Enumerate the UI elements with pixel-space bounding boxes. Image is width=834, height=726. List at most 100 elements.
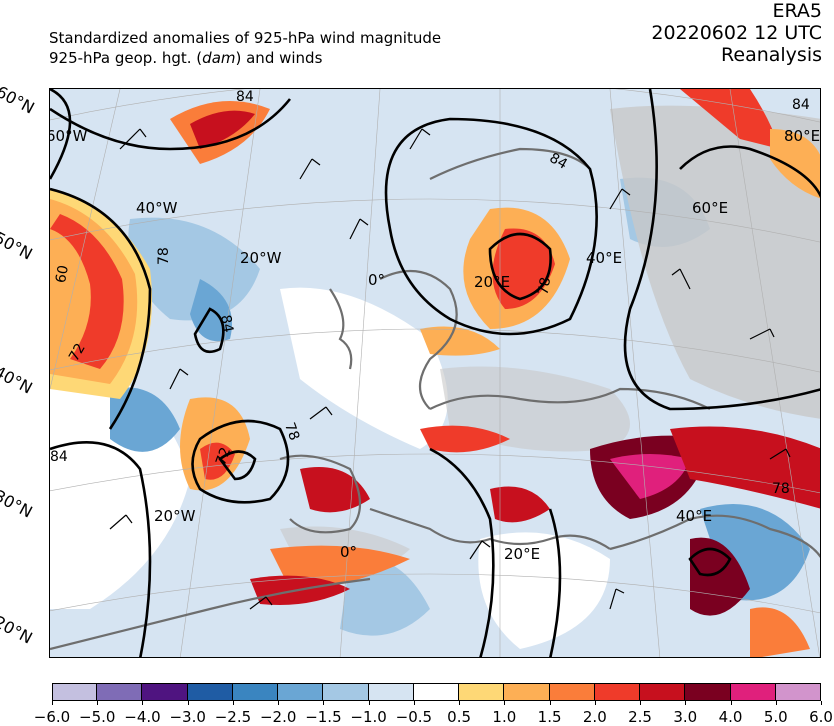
colorbar-tick-mark: [232, 701, 234, 705]
colorbar-swatch: [278, 683, 324, 701]
datetime-label: 20220602 12 UTC: [651, 22, 822, 44]
colorbar-tick-mark: [459, 701, 461, 705]
colorbar-tick-mark: [821, 701, 822, 705]
lon-label: 40°E: [676, 507, 712, 525]
colorbar-tick-label: 2.5: [628, 708, 652, 726]
colorbar-swatch: [323, 683, 369, 701]
contour-labels: 84 60 72 84 78 84 72 78 78 84 78 84: [50, 89, 810, 497]
title-line-1: Standardized anomalies of 925-hPa wind m…: [49, 29, 442, 47]
colorbar-tick-mark: [640, 701, 642, 705]
colorbar-tick-label: −4.0: [124, 708, 161, 726]
colorbar: [52, 683, 821, 701]
land-central: [440, 366, 630, 452]
colorbar-tick-mark: [504, 701, 506, 705]
colorbar-tick-mark: [52, 701, 53, 705]
lon-labels: 60°W 40°W 20°W 0° 20°E 40°E 60°E 80°E 20…: [50, 127, 820, 563]
colorbar-tick-label: 0.5: [447, 708, 472, 726]
colorbar-tick-mark: [413, 701, 415, 705]
colorbar-tick-label: −5.0: [79, 708, 116, 726]
colorbar-tick-mark: [323, 701, 325, 705]
colorbar-swatch: [187, 683, 233, 701]
lat-label: 30°N: [0, 486, 36, 522]
negative-anomaly: [110, 387, 180, 452]
map-panel: 60°W 40°W 20°W 0° 20°E 40°E 60°E 80°E 20…: [49, 88, 821, 658]
lon-label: 0°: [368, 271, 385, 289]
colorbar-swatch: [368, 683, 414, 701]
lat-label: 50°N: [0, 228, 36, 264]
lon-label: 20°W: [154, 507, 196, 525]
contour-label: 84: [217, 314, 236, 334]
neutral-zone-atlantic: [50, 339, 190, 609]
colorbar-swatch: [730, 683, 776, 701]
lon-label: 20°E: [504, 545, 540, 563]
lon-label: 80°E: [784, 127, 820, 145]
neutral-zone-europe: [280, 287, 448, 449]
colorbar-tick-label: −0.5: [395, 708, 433, 726]
colorbar-tick-label: 6.0: [809, 708, 833, 726]
contour-label: 78: [535, 276, 554, 296]
lon-label: 40°E: [586, 249, 622, 267]
colorbar-tick-mark: [549, 701, 551, 705]
neutral-zone-med: [478, 532, 610, 649]
land-east: [610, 105, 820, 419]
lon-label: 20°W: [240, 249, 282, 267]
contour-label: 84: [547, 150, 571, 173]
colorbar-tick-mark: [594, 701, 596, 705]
contour-label: 78: [156, 247, 172, 265]
height-contours: [50, 89, 820, 657]
colorbar-swatch: [232, 683, 279, 701]
contour-label: 72: [66, 341, 89, 364]
colorbar-swatch: [504, 683, 550, 701]
colorbar-tick-mark: [97, 701, 99, 705]
coastlines: [50, 147, 820, 651]
graticule: [50, 89, 820, 657]
map-canvas: 60°W 40°W 20°W 0° 20°E 40°E 60°E 80°E 20…: [50, 89, 820, 657]
lat-label: 20°N: [0, 612, 36, 648]
colorbar-tick-label: −6.0: [33, 708, 71, 726]
colorbar-swatch: [142, 683, 188, 701]
colorbar-tick-mark: [142, 701, 144, 705]
lat-label: 40°N: [0, 362, 36, 398]
colorbar-tick-mark: [278, 701, 280, 705]
colorbar-tick-label: −1.5: [305, 708, 342, 726]
contour-label: 78: [772, 481, 790, 497]
colorbar-swatch: [640, 683, 686, 701]
product-label: Reanalysis: [721, 44, 822, 66]
colorbar-tick-label: −3.0: [169, 708, 206, 726]
lon-label: 40°W: [136, 199, 178, 217]
colorbar-tick-mark: [730, 701, 732, 705]
colorbar-swatch: [594, 683, 641, 701]
lon-label: 60°W: [50, 127, 88, 145]
colorbar-swatch: [685, 683, 731, 701]
lon-label: 0°: [340, 543, 357, 561]
contour-label: 84: [792, 97, 810, 113]
contour-label: 60: [53, 264, 72, 284]
colorbar-swatch: [97, 683, 143, 701]
colorbar-tick-mark: [685, 701, 687, 705]
colorbar-tick-label: 1.0: [492, 708, 517, 726]
contour-label: 78: [281, 421, 302, 443]
colorbar-tick-label: 3.0: [673, 708, 698, 726]
dataset-label: ERA5: [772, 0, 822, 22]
colorbar-tick-label: −1.0: [350, 708, 387, 726]
run-info: ERA5 20220602 12 UTC Reanalysis: [651, 0, 822, 66]
lat-label: 60°N: [0, 82, 38, 118]
lon-label: 60°E: [692, 199, 728, 217]
colorbar-swatch: [549, 683, 595, 701]
colorbar-tick-label: 4.0: [718, 708, 743, 726]
colorbar-swatch: [459, 683, 505, 701]
contour-label: 84: [50, 449, 68, 465]
map-title: Standardized anomalies of 925-hPa wind m…: [49, 28, 441, 68]
colorbar-tick-label: 1.5: [537, 708, 562, 726]
colorbar-swatch: [413, 683, 460, 701]
contour-label: 72: [213, 445, 234, 467]
colorbar-tick-label: −2.0: [259, 708, 297, 726]
colorbar-tick-label: −2.5: [214, 708, 252, 726]
colorbar-tick-mark: [187, 701, 189, 705]
colorbar-frame: [52, 683, 821, 701]
lon-label: 20°E: [474, 273, 510, 291]
colorbar-tick-mark: [368, 701, 370, 705]
negative-anomaly: [128, 217, 260, 321]
colorbar-swatch: [52, 683, 98, 701]
colorbar-tick-label: 2.0: [582, 708, 607, 726]
